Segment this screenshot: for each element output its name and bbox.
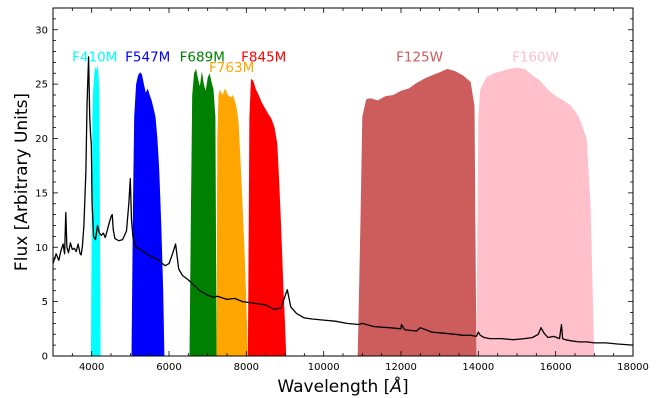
x-tick-label: 10000 xyxy=(308,362,340,373)
filter-band-f125w xyxy=(357,68,477,357)
x-axis-title: Wavelength [Å] xyxy=(277,375,408,397)
x-tick-label: 4000 xyxy=(79,362,104,373)
y-tick-label: 20 xyxy=(35,134,48,145)
y-tick-label: 10 xyxy=(35,243,48,254)
y-tick-label: 0 xyxy=(42,352,48,363)
filter-band-f410m xyxy=(90,64,101,356)
y-axis-ticks: 0 5 10 15 20 25 30 xyxy=(35,7,633,363)
filter-band-f689m xyxy=(189,68,217,357)
filter-bands xyxy=(90,64,595,357)
x-tick-label: 14000 xyxy=(462,362,494,373)
y-tick-label: 25 xyxy=(35,80,48,91)
filter-band-f547m xyxy=(131,72,165,356)
x-tick-label: 8000 xyxy=(234,362,259,373)
filter-band-f763m xyxy=(216,88,248,356)
filter-label-f547m: F547M xyxy=(125,49,170,65)
filter-label-f845m: F845M xyxy=(241,49,286,65)
spectrum-layer xyxy=(52,56,634,346)
x-tick-label: 18000 xyxy=(617,362,649,373)
filter-band-f845m xyxy=(247,78,287,356)
filter-label-f763m: F763M xyxy=(209,60,254,76)
filter-label-f125w: F125W xyxy=(396,49,443,65)
filter-label-f689m: F689M xyxy=(180,49,225,65)
filter-label-f160w: F160W xyxy=(512,49,559,65)
x-tick-label: 6000 xyxy=(156,362,181,373)
y-axis-title: Flux [Arbitrary Units] xyxy=(12,93,32,271)
filter-label-f410m: F410M xyxy=(72,49,117,65)
y-tick-label: 5 xyxy=(42,297,48,308)
x-axis-ticks: 4000 6000 8000 10000 12000 14000 16000 18000 xyxy=(52,8,649,373)
x-tick-label: 12000 xyxy=(385,362,417,373)
y-tick-label: 30 xyxy=(35,25,48,36)
y-tick-label: 15 xyxy=(35,188,48,199)
filter-band-f160w xyxy=(476,67,595,357)
spectrum-line xyxy=(52,56,634,346)
x-tick-label: 16000 xyxy=(540,362,572,373)
